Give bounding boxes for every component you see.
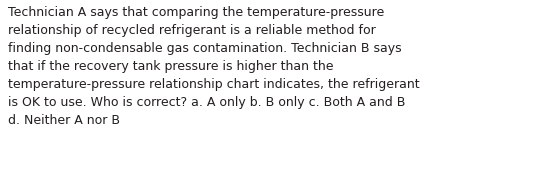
Text: Technician A says that comparing the temperature-pressure
relationship of recycl: Technician A says that comparing the tem… (8, 6, 420, 127)
